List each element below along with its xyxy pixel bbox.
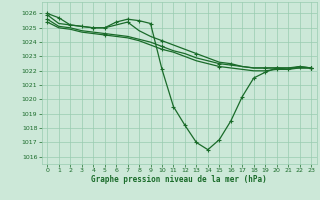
X-axis label: Graphe pression niveau de la mer (hPa): Graphe pression niveau de la mer (hPa) <box>91 175 267 184</box>
